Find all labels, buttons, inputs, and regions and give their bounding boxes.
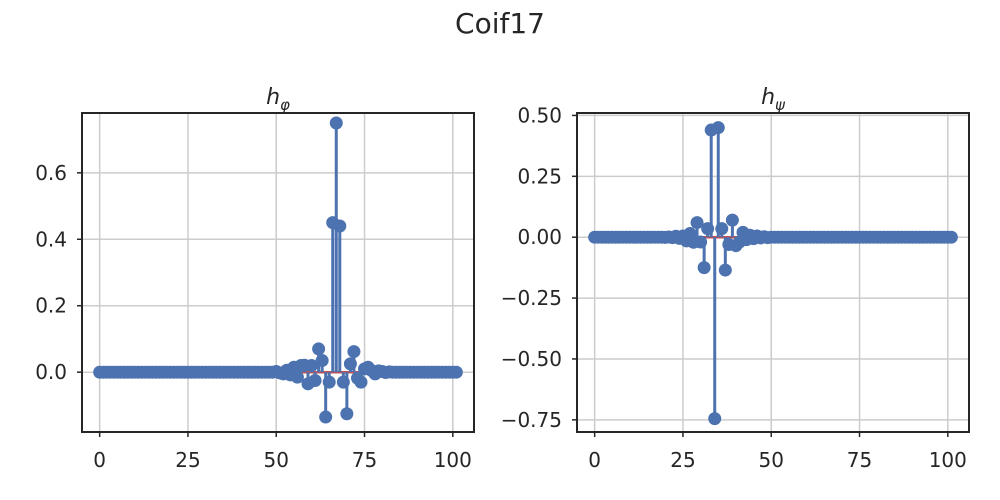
stem-marker (322, 375, 336, 389)
stem-marker (312, 342, 326, 356)
stem-marker (694, 235, 708, 249)
stem-marker (715, 222, 729, 236)
x-tick-label: 50 (759, 448, 784, 472)
x-tick-label: 0 (93, 448, 106, 472)
stem-marker (711, 121, 725, 135)
stem-markers (588, 121, 958, 426)
x-tick-label: 100 (929, 448, 967, 472)
y-tick-label: −0.25 (501, 286, 562, 310)
x-tick-label: 75 (847, 448, 872, 472)
axes: 0 25 50 75 100 0.0 0.2 0.4 0.6 (35, 112, 475, 472)
y-tick-label: 0.4 (35, 227, 67, 251)
plot-frame (576, 112, 970, 433)
stem-marker (329, 116, 343, 130)
stem-marker (290, 370, 304, 384)
stem-marker (308, 373, 322, 387)
stem-marker (347, 345, 361, 359)
stem-marker (718, 263, 732, 277)
stem-marker (333, 219, 347, 233)
y-tick-label: 0.25 (517, 164, 562, 188)
plot-title-wavelet-filter: hψ (761, 85, 786, 114)
x-tick-label: 0 (588, 448, 601, 472)
stem-plot-scaling-filter: hφ 0 25 50 75 100 0.0 0.2 0.4 0.6 (35, 85, 475, 472)
x-tick-label: 75 (352, 448, 377, 472)
plot-frame (81, 112, 475, 433)
stem-marker (449, 365, 463, 379)
x-tick-label: 100 (434, 448, 472, 472)
y-tick-label: 0.2 (35, 294, 67, 318)
y-tick-label: 0.50 (517, 103, 562, 127)
y-tick-label: 0.00 (517, 225, 562, 249)
plot-title-subscript: φ (280, 96, 290, 114)
axes: 0 25 50 75 100 −0.75 −0.50 −0.25 0.00 0.25 0.50 (501, 103, 970, 472)
stem-marker (708, 412, 722, 426)
stem-marker (319, 410, 333, 424)
stem-marker (315, 354, 329, 368)
stem-marker (701, 222, 715, 236)
y-tick-label: −0.50 (501, 347, 562, 371)
stem-lines (663, 127, 770, 419)
stem-markers (93, 116, 463, 424)
x-tick-label: 50 (264, 448, 289, 472)
y-tick-label: 0.6 (35, 161, 67, 185)
x-tick-label: 25 (175, 448, 200, 472)
grid-lines (82, 113, 474, 432)
y-tick-label: −0.75 (501, 408, 562, 432)
stem-marker (343, 357, 357, 371)
plot-title-subscript: ψ (775, 96, 786, 114)
stem-marker (725, 213, 739, 227)
stem-plot-wavelet-filter: hψ 0 25 50 75 100 −0.75 −0.50 −0.25 0.00 0.25 0.50 (501, 85, 970, 472)
plot-title-base: h (266, 85, 280, 110)
stem-marker (305, 359, 319, 373)
plot-title-scaling-filter: hφ (266, 85, 290, 114)
x-tick-label: 25 (670, 448, 695, 472)
stem-marker (697, 261, 711, 275)
stem-marker (944, 230, 958, 244)
figure-title: Coif17 (455, 7, 545, 40)
y-tick-label: 0.0 (35, 360, 67, 384)
stem-marker (336, 375, 350, 389)
stem-marker (340, 407, 354, 421)
grid-lines (577, 113, 969, 432)
stem-marker (354, 375, 368, 389)
stem-marker (690, 216, 704, 230)
plot-title-base: h (761, 85, 775, 110)
